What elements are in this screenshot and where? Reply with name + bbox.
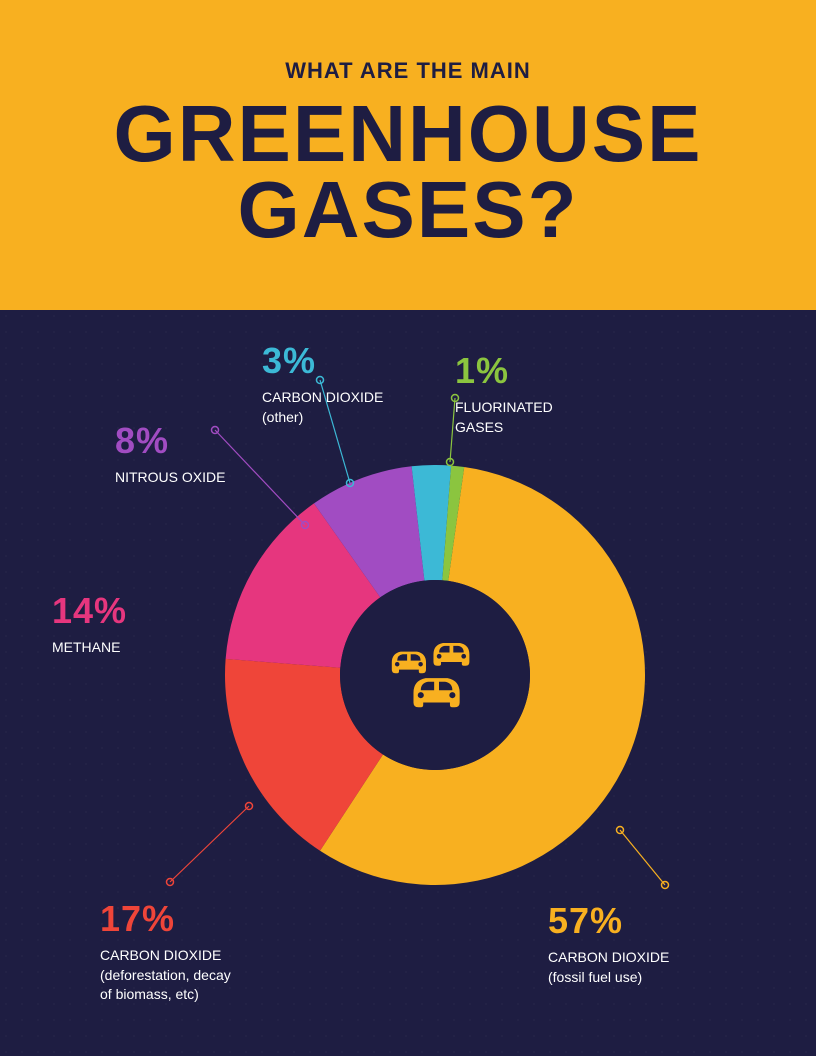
label-nitrous: 8% NITROUS OXIDE (115, 420, 225, 488)
pct-co2-other: 3% (262, 340, 383, 382)
pct-nitrous: 8% (115, 420, 225, 462)
label-fluorinated: 1% FLUORINATEDGASES (455, 350, 553, 437)
label-co2-fossil: 57% CARBON DIOXIDE(fossil fuel use) (548, 900, 669, 987)
cars-icon (380, 630, 490, 720)
label-methane: 14% METHANE (52, 590, 127, 658)
name-nitrous: NITROUS OXIDE (115, 468, 225, 488)
header-title: GREENHOUSE GASES? (114, 96, 703, 248)
label-co2-deforest: 17% CARBON DIOXIDE(deforestation, decayo… (100, 898, 231, 1005)
pct-methane: 14% (52, 590, 127, 632)
name-co2-deforest: CARBON DIOXIDE(deforestation, decayof bi… (100, 946, 231, 1005)
pct-co2-deforest: 17% (100, 898, 231, 940)
chart-area: 57% CARBON DIOXIDE(fossil fuel use) 17% … (0, 310, 816, 1056)
label-co2-other: 3% CARBON DIOXIDE(other) (262, 340, 383, 427)
pct-fluorinated: 1% (455, 350, 553, 392)
title-line-2: GASES? (238, 165, 579, 254)
header-subtitle: WHAT ARE THE MAIN (285, 58, 531, 84)
header: WHAT ARE THE MAIN GREENHOUSE GASES? (0, 0, 816, 310)
name-fluorinated: FLUORINATEDGASES (455, 398, 553, 437)
pct-co2-fossil: 57% (548, 900, 669, 942)
name-methane: METHANE (52, 638, 127, 658)
donut-center (340, 580, 530, 770)
page: WHAT ARE THE MAIN GREENHOUSE GASES? 57% … (0, 0, 816, 1056)
name-co2-other: CARBON DIOXIDE(other) (262, 388, 383, 427)
name-co2-fossil: CARBON DIOXIDE(fossil fuel use) (548, 948, 669, 987)
donut-chart (225, 465, 645, 885)
